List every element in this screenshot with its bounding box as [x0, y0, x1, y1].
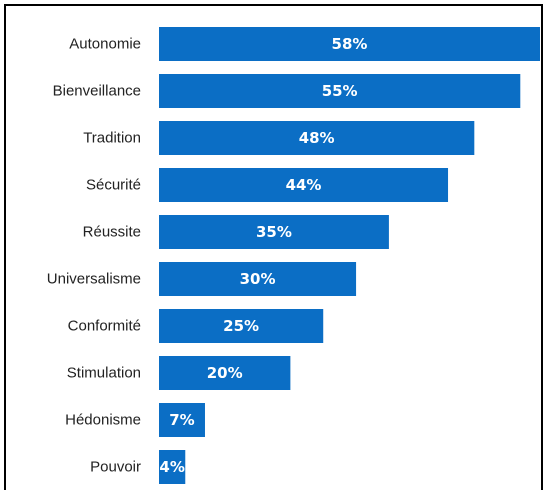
value-label-0: 58% [332, 35, 368, 53]
bar-9 [159, 450, 186, 484]
category-label-1: Bienveillance [53, 83, 141, 100]
bar-1 [159, 74, 521, 108]
value-label-7: 20% [207, 364, 243, 382]
category-label-4: Réussite [83, 224, 141, 241]
category-label-6: Conformité [68, 318, 141, 335]
category-label-8: Hédonisme [65, 412, 141, 429]
bar-5 [159, 262, 357, 296]
category-labels-group: Autonomie Bienveillance Tradition Sécurité R… [47, 36, 141, 476]
bar-2 [159, 121, 475, 155]
bar-7 [159, 356, 291, 390]
bar-4 [159, 215, 389, 249]
category-label-7: Stimulation [67, 365, 141, 382]
category-label-2: Tradition [83, 130, 141, 147]
bar-8 [159, 403, 205, 437]
value-label-5: 30% [240, 270, 276, 288]
value-label-8: 7% [169, 411, 194, 429]
category-label-3: Sécurité [86, 177, 141, 194]
value-label-3: 44% [286, 176, 322, 194]
value-label-9: 4% [159, 458, 184, 476]
category-label-5: Universalisme [47, 271, 141, 288]
value-label-4: 35% [256, 223, 292, 241]
bar-0 [159, 27, 540, 61]
category-label-0: Autonomie [69, 36, 141, 53]
bars-group [159, 27, 540, 484]
value-labels-group: 58% 55% 48% 44% 35% 30% 25% 20% 7% 4% [159, 35, 367, 476]
chart-frame [4, 4, 543, 490]
value-label-6: 25% [223, 317, 259, 335]
value-label-1: 55% [322, 82, 358, 100]
category-label-9: Pouvoir [90, 459, 141, 476]
value-label-2: 48% [299, 129, 335, 147]
bar-6 [159, 309, 324, 343]
bar-3 [159, 168, 449, 202]
